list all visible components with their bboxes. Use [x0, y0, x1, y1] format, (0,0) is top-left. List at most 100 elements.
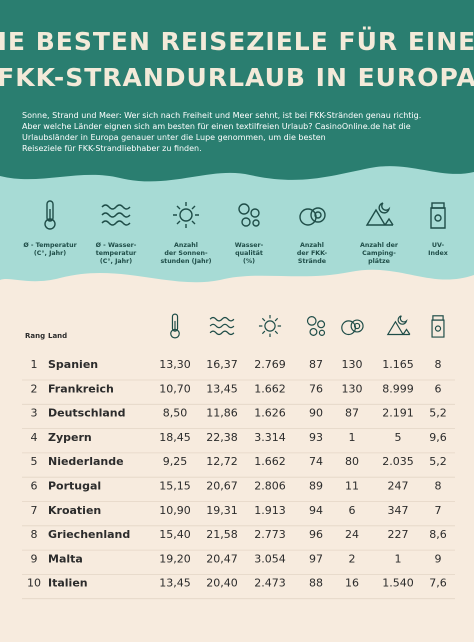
value-cell: 347 — [388, 504, 409, 517]
value-cell: 1.165 — [382, 358, 414, 371]
wave-band — [0, 150, 474, 283]
value-cell: 16 — [345, 577, 359, 590]
value-cell: 16,37 — [206, 358, 238, 371]
value-cell: 7 — [435, 504, 442, 517]
value-cell: 8 — [435, 358, 442, 371]
description-line: Urlaubsländer in Europa genauer unter di… — [22, 133, 326, 142]
country-cell: Niederlande — [48, 455, 124, 468]
legend-label: Anzahl — [174, 242, 198, 249]
value-cell: 93 — [309, 431, 323, 444]
value-cell: 1.913 — [254, 504, 286, 517]
legend-label: UV- — [432, 242, 445, 249]
value-cell: 76 — [309, 382, 323, 395]
title-line: DIE BESTEN REISEZIELE FÜR EINEN — [0, 26, 474, 56]
value-cell: 13,30 — [159, 358, 191, 371]
description-line: Reiseziele für FKK-Strandliebhaber zu fi… — [22, 144, 202, 153]
country-cell: Frankreich — [48, 382, 114, 395]
country-cell: Deutschland — [48, 407, 125, 420]
rank-cell: 6 — [31, 480, 38, 493]
rank-cell: 5 — [31, 455, 38, 468]
value-cell: 20,67 — [206, 480, 238, 493]
title-line: FKK-STRANDURLAUB IN EUROPA — [0, 63, 474, 92]
value-cell: 2.035 — [382, 455, 414, 468]
value-cell: 19,20 — [159, 552, 191, 565]
value-cell: 74 — [309, 455, 323, 468]
legend-label: Anzahl — [300, 242, 324, 249]
header-cell: Rang — [25, 332, 45, 340]
value-cell: 11,86 — [206, 407, 238, 420]
value-cell: 8,50 — [163, 407, 188, 420]
value-cell: 9,25 — [163, 455, 188, 468]
value-cell: 1 — [395, 552, 402, 565]
value-cell: 5 — [395, 431, 402, 444]
legend-label: der Sonnen- — [164, 250, 208, 257]
legend-label: Camping- — [362, 250, 396, 257]
value-cell: 11 — [345, 480, 359, 493]
legend-label: Strände — [298, 258, 326, 265]
value-cell: 22,38 — [206, 431, 238, 444]
value-cell: 130 — [342, 358, 363, 371]
header-cell: Land — [48, 332, 67, 340]
value-cell: 20,40 — [206, 577, 238, 590]
value-cell: 8 — [435, 480, 442, 493]
description-line: Aber welche Länder eignen sich am besten… — [22, 122, 411, 131]
legend-label: temperatur — [96, 250, 137, 257]
rank-cell: 2 — [31, 382, 38, 395]
value-cell: 15,15 — [159, 480, 191, 493]
value-cell: 7,6 — [429, 577, 447, 590]
value-cell: 3.054 — [254, 552, 286, 565]
country-cell: Malta — [48, 552, 83, 565]
value-cell: 9,6 — [429, 431, 447, 444]
legend-label: stunden (Jahr) — [160, 258, 211, 265]
legend-label: qualität — [235, 250, 263, 257]
value-cell: 21,58 — [206, 528, 238, 541]
country-cell: Kroatien — [48, 504, 101, 517]
value-cell: 8,6 — [429, 528, 447, 541]
legend-label: (%) — [243, 258, 255, 265]
rank-cell: 4 — [31, 431, 38, 444]
value-cell: 6 — [349, 504, 356, 517]
value-cell: 24 — [345, 528, 359, 541]
legend-label: (C°, Jahr) — [34, 249, 66, 257]
value-cell: 2.769 — [254, 358, 286, 371]
value-cell: 10,70 — [159, 382, 191, 395]
legend-label: Ø - Wasser- — [96, 241, 137, 249]
legend-label: Index — [428, 250, 448, 257]
rank-cell: 7 — [31, 504, 38, 517]
value-cell: 87 — [309, 358, 323, 371]
value-cell: 1 — [349, 431, 356, 444]
country-cell: Portugal — [48, 480, 101, 493]
value-cell: 13,45 — [159, 577, 191, 590]
value-cell: 94 — [309, 504, 323, 517]
value-cell: 88 — [309, 577, 323, 590]
value-cell: 90 — [309, 407, 323, 420]
rank-cell: 9 — [31, 552, 38, 565]
value-cell: 6 — [435, 382, 442, 395]
value-cell: 12,72 — [206, 455, 238, 468]
value-cell: 9 — [435, 552, 442, 565]
value-cell: 87 — [345, 407, 359, 420]
value-cell: 13,45 — [206, 382, 238, 395]
value-cell: 97 — [309, 552, 323, 565]
value-cell: 130 — [342, 382, 363, 395]
value-cell: 19,31 — [206, 504, 238, 517]
value-cell: 80 — [345, 455, 359, 468]
value-cell: 5,2 — [429, 455, 447, 468]
rank-cell: 1 — [31, 358, 38, 371]
country-cell: Spanien — [48, 358, 98, 371]
value-cell: 10,90 — [159, 504, 191, 517]
value-cell: 2.773 — [254, 528, 286, 541]
legend-label: Wasser- — [235, 242, 264, 249]
value-cell: 1.662 — [254, 455, 286, 468]
value-cell: 96 — [309, 528, 323, 541]
description-line: Sonne, Strand und Meer: Wer sich nach Fr… — [22, 111, 421, 120]
header-band — [0, 0, 474, 182]
value-cell: 18,45 — [159, 431, 191, 444]
country-cell: Zypern — [48, 431, 92, 444]
value-cell: 2.473 — [254, 577, 286, 590]
country-cell: Griechenland — [48, 528, 130, 541]
value-cell: 247 — [388, 480, 409, 493]
value-cell: 2 — [349, 552, 356, 565]
rank-cell: 8 — [31, 528, 38, 541]
